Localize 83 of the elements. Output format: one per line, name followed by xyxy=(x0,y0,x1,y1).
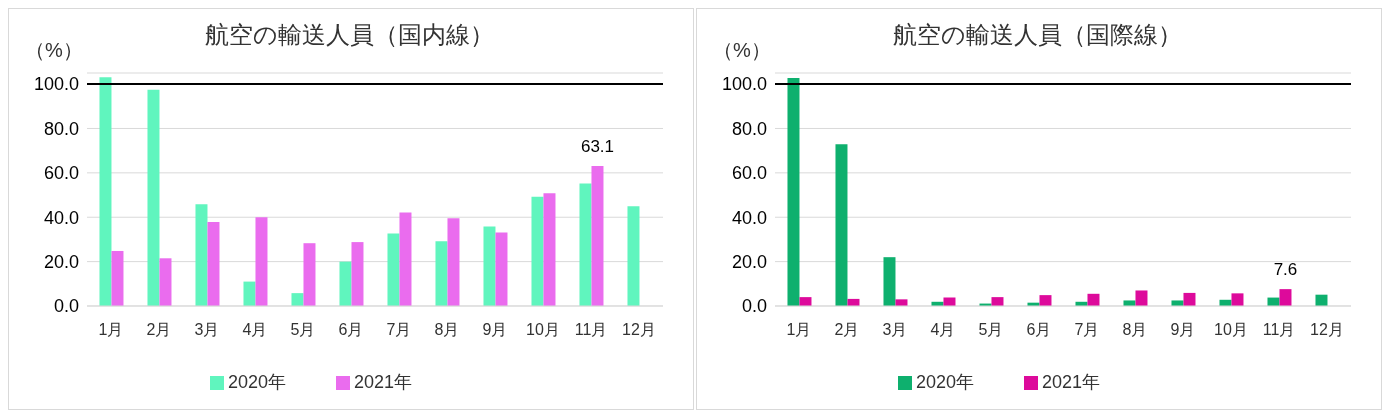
legend-label: 2021年 xyxy=(1042,372,1101,392)
y-tick-label: 60.0 xyxy=(731,163,767,184)
x-tick-label: 10月 xyxy=(1214,321,1248,339)
bar xyxy=(303,243,316,306)
chart-title: 航空の輸送人員（国際線） xyxy=(892,21,1182,48)
bar xyxy=(159,258,172,306)
bar xyxy=(435,241,448,306)
bar xyxy=(895,299,908,306)
x-tick-label: 8月 xyxy=(434,321,460,339)
bar xyxy=(399,212,412,306)
x-tick-label: 5月 xyxy=(978,321,1004,339)
bar xyxy=(1183,292,1196,306)
data-label: 7.6 xyxy=(1273,260,1298,280)
bar xyxy=(339,261,352,306)
y-tick-label: 80.0 xyxy=(731,118,767,139)
y-tick-label: 20.0 xyxy=(43,252,79,273)
x-tick-label: 2月 xyxy=(146,321,172,339)
bar xyxy=(1087,293,1100,306)
x-tick-label: 9月 xyxy=(482,321,508,339)
x-tick-label: 6月 xyxy=(1026,321,1052,339)
x-tick-label: 5月 xyxy=(290,321,316,339)
x-tick-label: 4月 xyxy=(242,321,268,339)
y-tick-label: 100.0 xyxy=(721,74,767,95)
bar xyxy=(495,232,508,306)
y-tick-label: 40.0 xyxy=(731,207,767,228)
bar xyxy=(543,193,556,306)
x-tick-label: 9月 xyxy=(1170,321,1196,339)
bar xyxy=(799,297,812,306)
bar xyxy=(195,204,208,306)
bar xyxy=(1231,293,1244,306)
x-tick-label: 11月 xyxy=(1262,321,1296,339)
bar xyxy=(291,293,304,306)
bar xyxy=(1279,289,1292,306)
y-tick-label: 100.0 xyxy=(33,74,79,95)
x-tick-label: 12月 xyxy=(622,321,656,339)
bar xyxy=(447,218,460,306)
bar xyxy=(627,206,640,306)
bar xyxy=(255,217,268,306)
bar xyxy=(99,77,112,306)
x-tick-label: 4月 xyxy=(930,321,956,339)
bar xyxy=(991,297,1004,306)
bar xyxy=(1039,295,1052,306)
y-tick-label: 20.0 xyxy=(731,252,767,273)
x-tick-label: 6月 xyxy=(338,321,364,339)
x-tick-label: 7月 xyxy=(1074,321,1100,339)
chart-title: 航空の輸送人員（国内線） xyxy=(204,21,494,48)
x-tick-label: 3月 xyxy=(194,321,220,339)
x-tick-label: 12月 xyxy=(1310,321,1344,339)
x-tick-label: 10月 xyxy=(526,321,560,339)
x-tick-label: 8月 xyxy=(1122,321,1148,339)
bar xyxy=(579,183,592,306)
x-tick-label: 2月 xyxy=(834,321,860,339)
y-tick-label: 80.0 xyxy=(43,118,79,139)
bar xyxy=(835,144,848,306)
x-tick-label: 3月 xyxy=(882,321,908,339)
x-tick-label: 1月 xyxy=(786,321,812,339)
bar xyxy=(147,89,160,306)
x-tick-label: 7月 xyxy=(386,321,412,339)
data-label: 63.1 xyxy=(580,136,615,156)
bar xyxy=(531,196,544,306)
legend-label: 2020年 xyxy=(915,372,974,392)
bar xyxy=(883,257,896,306)
bar xyxy=(1171,300,1184,306)
bar xyxy=(387,233,400,306)
y-tick-label: 0.0 xyxy=(741,296,767,317)
bar xyxy=(243,281,256,306)
bar xyxy=(591,165,604,306)
legend-label: 2020年 xyxy=(227,372,286,392)
y-tick-label: 0.0 xyxy=(53,296,79,317)
bar xyxy=(351,242,364,306)
y-tick-label: 60.0 xyxy=(43,163,79,184)
y-axis-title: （%） xyxy=(25,38,83,63)
bar xyxy=(787,77,800,306)
y-tick-label: 40.0 xyxy=(43,207,79,228)
x-tick-label: 1月 xyxy=(98,321,124,339)
bar xyxy=(207,221,220,306)
bar xyxy=(483,226,496,306)
legend-label: 2021年 xyxy=(354,372,413,392)
bar xyxy=(111,250,124,306)
x-tick-label: 11月 xyxy=(574,321,608,339)
y-axis-title: （%） xyxy=(713,38,771,63)
bar xyxy=(1123,300,1136,306)
bar xyxy=(1135,290,1148,306)
